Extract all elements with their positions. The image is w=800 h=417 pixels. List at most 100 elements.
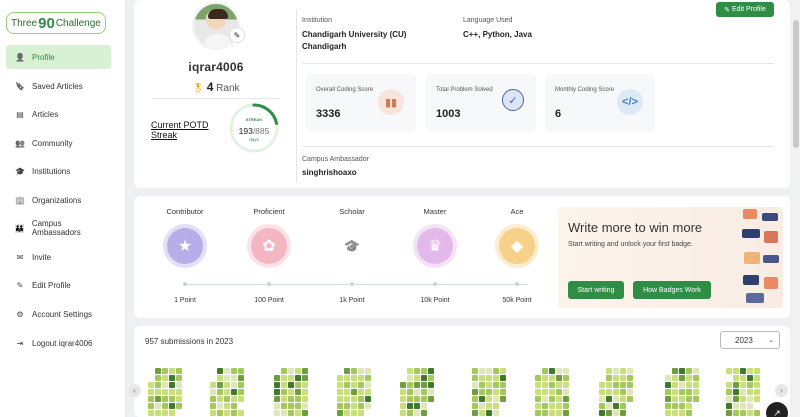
rank: 🎖 4 Rank (152, 80, 280, 94)
stat-card: Total Problem Solved 1003 ✓ (426, 74, 536, 132)
promo-title: Write more to win more (568, 220, 703, 235)
username: iqrar4006 (188, 60, 244, 74)
streak-current: 193 (238, 126, 253, 136)
stat-value: 6 (555, 108, 562, 120)
badges-card: Contributor ★ 1 Point Proficient ✿ 100 Point S… (134, 196, 790, 318)
logo[interactable]: Three 90 Challenge (6, 12, 106, 34)
badge-points: 100 Point (254, 297, 284, 304)
streak-ring (229, 103, 279, 153)
pencil-icon: ✎ (16, 280, 24, 290)
sidebar-item-label: Profile (32, 52, 55, 62)
institution-label: Institution (302, 17, 332, 24)
people-icon: 👥 (15, 138, 25, 148)
sidebar-item-label: Articles (32, 109, 59, 119)
logo-text-big: 90 (38, 14, 55, 32)
promo-banner: Write more to win more Start writing and… (558, 207, 783, 308)
gear-icon: ⚙ (16, 309, 24, 319)
profile-card: ✎ iqrar4006 🎖 4 Rank Current POTD Streak… (134, 0, 790, 188)
streak-label: STREAK (245, 117, 263, 122)
badge-name: Contributor (166, 207, 204, 216)
mortarboard-icon: 🎓 (334, 228, 370, 264)
check-circle-icon: ✓ (502, 89, 524, 111)
sidebar-item-label: Invite (32, 252, 52, 262)
stat-label: Total Problem Solved (436, 87, 493, 93)
submission-heatmap (148, 368, 768, 417)
sidebar-item-institutions[interactable]: 🎓 Institutions (6, 159, 111, 183)
chevron-right-icon[interactable]: › (775, 384, 788, 397)
edit-profile-button[interactable]: ✎ Edit Profile (716, 2, 774, 17)
language-value: C++, Python, Java (463, 30, 532, 39)
pencil-icon: ✎ (724, 6, 730, 14)
edit-profile-label: Edit Profile (732, 6, 766, 13)
ambassador-label: Campus Ambassador (302, 156, 369, 163)
streak-days: days (249, 137, 259, 142)
graduation-cap-icon: 🎓 (15, 166, 25, 176)
chevron-down-icon: ⌄ (768, 337, 774, 344)
sidebar-item-label: Account Settings (32, 309, 93, 319)
stat-value: 1003 (436, 108, 461, 120)
share-icon[interactable]: ↗ (766, 402, 788, 417)
submissions-card: 957 submissions in 2023 2023 ⌄ ‹ › (128, 326, 790, 417)
year-select[interactable]: 2023 ⌄ (720, 331, 780, 349)
sidebar-item-community[interactable]: 👥 Community (6, 131, 111, 155)
sidebar-item-label: Institutions (32, 166, 71, 176)
potd-streak-link[interactable]: Current POTD Streak (151, 120, 209, 140)
logo-text-post: Challenge (55, 17, 101, 29)
logout-icon: ⇥ (16, 338, 24, 348)
diamond-icon: ◆ (499, 228, 535, 264)
reading-people-illustration (742, 209, 779, 303)
streak-total: /885 (252, 126, 270, 136)
sidebar-item-logout-iqrar4006[interactable]: ⇥ Logout iqrar4006 (6, 331, 111, 355)
submissions-title: 957 submissions in 2023 (145, 337, 234, 346)
badge-name: Proficient (253, 207, 285, 216)
stat-label: Monthly Coding Score (555, 87, 615, 93)
sidebar-item-organizations[interactable]: 🏢 Organizations (6, 188, 111, 212)
stat-card: Monthly Coding Score 6 </> (545, 74, 655, 132)
sidebar-item-label: Saved Articles (32, 81, 83, 91)
sidebar-item-profile[interactable]: 👤 Profile (6, 45, 111, 69)
sidebar-item-label: Community (32, 138, 73, 148)
badge-points: 50k Point (502, 297, 532, 304)
how-badges-work-button[interactable]: How Badges Work (633, 281, 711, 299)
sidebar-item-label: Campus Ambassadors (31, 219, 81, 237)
group-icon: 👪 (14, 223, 25, 233)
chevron-left-icon[interactable]: ‹ (128, 384, 141, 397)
document-icon: ▤ (16, 109, 24, 119)
logo-text-pre: Three (11, 17, 38, 29)
crown-icon: ♛ (417, 228, 453, 264)
ribbon-icon: ✿ (251, 228, 287, 264)
badge-points: 1 Point (174, 297, 196, 304)
badge-name: Master (423, 207, 447, 216)
code-icon: </> (617, 89, 643, 115)
year-value: 2023 (735, 335, 753, 345)
sidebar-item-label: Edit Profile (32, 280, 71, 290)
medal-icon: 🎖 (192, 83, 204, 93)
start-writing-button[interactable]: Start writing (568, 281, 624, 299)
sidebar-item-label: Organizations (32, 195, 82, 205)
institution-value: Chandigarh University (CU) Chandigarh (302, 30, 407, 51)
scrollbar-thumb[interactable] (793, 20, 799, 148)
sidebar-item-articles[interactable]: ▤ Articles (6, 102, 111, 126)
sidebar-item-saved-articles[interactable]: 🔖 Saved Articles (6, 74, 111, 98)
star-icon: ★ (167, 228, 203, 264)
scrollbar[interactable] (792, 0, 800, 417)
streak-value: 193/885 (228, 126, 280, 136)
stat-card: Overall Coding Score 3336 ▮▮ (306, 74, 416, 132)
sidebar-item-account-settings[interactable]: ⚙ Account Settings (6, 302, 111, 326)
badge-name: Ace (510, 207, 524, 216)
bar-chart-icon: ▮▮ (378, 89, 404, 115)
sidebar: Three 90 Challenge 👤 Profile 🔖 Saved Articl… (0, 0, 126, 417)
person-icon: 👤 (15, 52, 25, 62)
pencil-icon[interactable]: ✎ (229, 27, 245, 43)
badge-points: 1k Point (339, 297, 365, 304)
sidebar-item-edit-profile[interactable]: ✎ Edit Profile (6, 273, 111, 297)
mail-icon: ✉ (16, 252, 24, 262)
badge-points: 10k Point (420, 297, 450, 304)
bookmark-icon: 🔖 (15, 81, 25, 91)
language-label: Language Used (463, 17, 513, 24)
avatar (192, 2, 240, 50)
sidebar-item-campus-ambassadors[interactable]: 👪 Campus Ambassadors (6, 216, 111, 240)
rank-label: Rank (216, 83, 240, 94)
sidebar-item-invite[interactable]: ✉ Invite (6, 245, 111, 269)
rank-value: 4 (206, 80, 214, 94)
